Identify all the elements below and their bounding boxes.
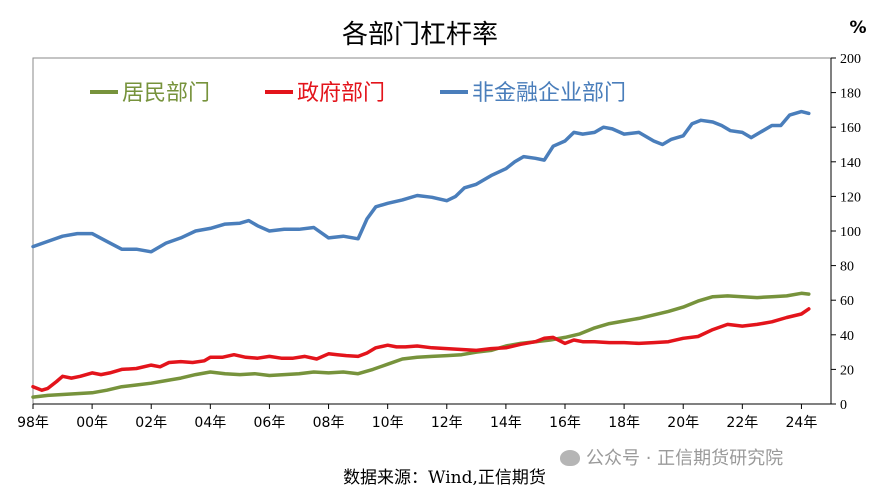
x-tick-label: 22年 — [726, 415, 758, 431]
legend-household-label: 居民部门 — [122, 81, 210, 106]
government-sector-line — [31, 307, 811, 392]
watermark: 公众号 · 正信期货研究院 — [560, 444, 783, 470]
x-tick-label: 12年 — [431, 415, 463, 431]
lines-layer — [31, 109, 811, 399]
y-tick-label: 200 — [840, 52, 861, 67]
x-tick-label: 20年 — [667, 415, 699, 431]
y-tick-label: 120 — [840, 190, 861, 205]
x-tick-label: 04年 — [194, 415, 226, 431]
household-sector-line — [31, 291, 811, 399]
x-tick-label: 24年 — [786, 415, 818, 431]
y-tick-label: 160 — [840, 121, 861, 136]
x-tick-label: 18年 — [608, 415, 640, 431]
y-tick-label: 80 — [840, 260, 854, 275]
source-note: 数据来源：Wind,正信期货 — [343, 468, 546, 488]
x-tick-label: 06年 — [254, 415, 286, 431]
nonfinancial-corporate-line — [31, 109, 811, 254]
chart-title: 各部门杠杆率 — [342, 20, 498, 50]
y-tick-label: 180 — [840, 87, 861, 102]
x-tick-label: 08年 — [313, 415, 345, 431]
legend-nonfinancial-corporate-label: 非金融企业部门 — [472, 81, 626, 106]
y-tick-label: 40 — [840, 329, 854, 344]
y-tick-label: 100 — [840, 225, 861, 240]
y-unit-label: % — [849, 18, 866, 38]
axes-layer: 0 20 40 60 80 100 120 140 160 180 200 98年 00年 02年 04年 0… — [17, 52, 861, 431]
x-tick-label: 00年 — [76, 415, 108, 431]
y-tick-label: 60 — [840, 294, 854, 309]
wechat-icon — [560, 450, 580, 466]
x-tick-label: 98年 — [17, 415, 49, 431]
x-tick-label: 02年 — [135, 415, 167, 431]
y-tick-label: 20 — [840, 363, 854, 378]
x-tick-label: 14年 — [490, 415, 522, 431]
legend-government-label: 政府部门 — [297, 81, 385, 106]
y-tick-label: 140 — [840, 156, 861, 171]
x-tick-label: 10年 — [372, 415, 404, 431]
watermark-text: 公众号 · 正信期货研究院 — [586, 448, 784, 469]
x-tick-label: 16年 — [549, 415, 581, 431]
plot-area — [32, 57, 832, 405]
y-tick-label: 0 — [840, 398, 847, 413]
legend: 居民部门 政府部门 非金融企业部门 — [90, 81, 626, 106]
